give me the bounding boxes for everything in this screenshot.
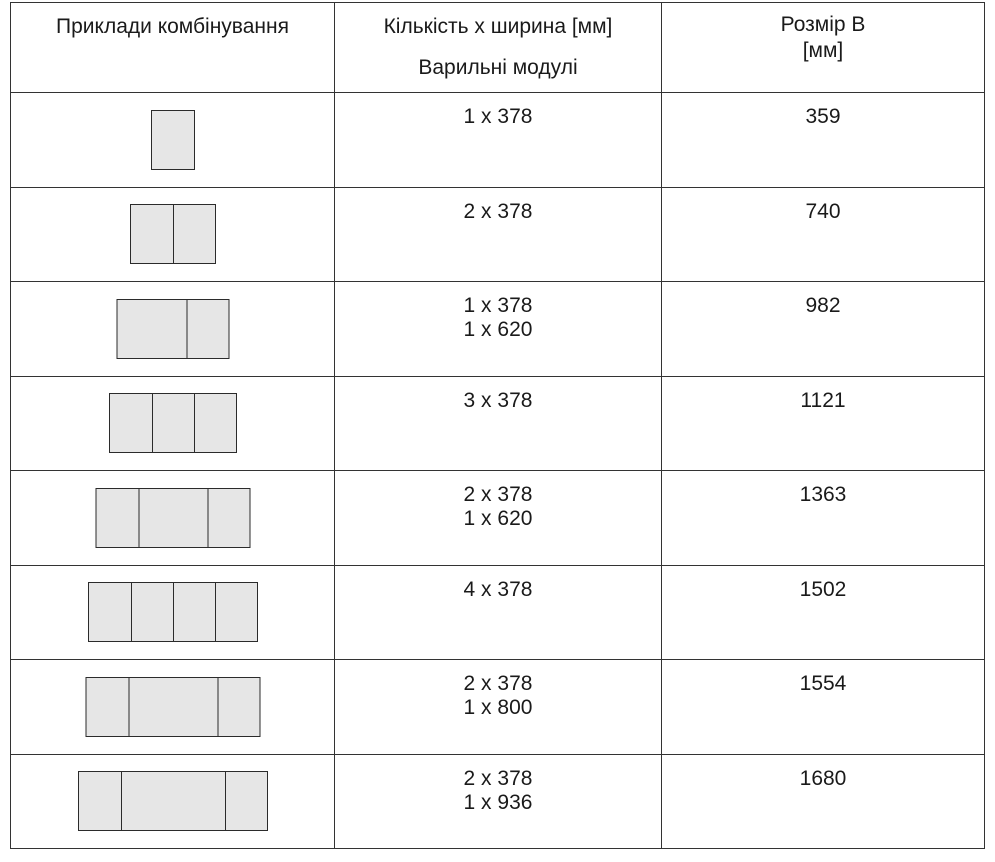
cooking-module-block [109,394,152,453]
combination-diagram-cell [10,92,335,188]
count-width-cell: 2 x 378 1 x 800 [334,659,662,755]
cooking-module-block [214,583,257,642]
table-row: 2 x 378 740 [10,186,985,282]
table-row: 3 x 378 1121 [10,375,985,471]
combination-diagram [116,298,229,359]
count-width-value: 1 x 378 [463,105,533,128]
size-b-cell: 740 [661,186,985,282]
cooking-module-block [138,488,207,547]
cooking-module-block [151,110,194,169]
combination-diagram [108,393,237,454]
cooking-module-block [96,488,138,547]
combination-diagram-cell [10,659,335,755]
count-width-cell: 4 x 378 [334,564,662,660]
size-b-cell: 1363 [661,470,985,566]
cooking-module-block [120,772,225,831]
combination-diagram [85,676,260,737]
cooking-module-block [130,583,173,642]
combination-diagram [150,109,195,170]
count-width-value: 3 x 378 [463,388,533,412]
size-b-cell: 1554 [661,659,985,755]
count-width-cell: 2 x 378 1 x 936 [334,753,662,849]
count-width-value: 4 x 378 [463,577,533,601]
count-width-cell: 1 x 378 [334,92,662,188]
cooking-module-block [151,394,194,453]
cooking-module-block [207,488,249,547]
combination-diagram [129,204,216,265]
header-count-width: Кількість x ширина [мм] Варильні модулі [334,2,662,93]
size-b-value: 1680 [799,766,847,790]
combination-diagram-cell [10,375,335,471]
count-width-value: 1 x 800 [463,696,533,719]
count-width-cell: 2 x 378 [334,186,662,282]
size-b-value: 982 [805,294,841,317]
size-b-value: 1502 [799,577,847,601]
combination-diagram [87,582,258,643]
header-size-b: Розмір B [мм] [661,2,985,93]
count-width-value: 1 x 620 [463,318,533,341]
cooking-module-block [224,772,267,831]
size-b-cell: 982 [661,281,985,377]
count-width-value: 1 x 620 [463,507,533,530]
cooking-module-block [172,205,215,264]
count-width-cell: 2 x 378 1 x 620 [334,470,662,566]
cooking-module-block [128,677,217,736]
combination-diagram-cell [10,186,335,282]
cooking-module-block [172,583,215,642]
table-row: 1 x 378 1 x 620 982 [10,281,985,377]
count-width-value: 2 x 378 [463,766,533,790]
count-width-value: 2 x 378 [463,483,533,506]
combination-diagram-cell [10,753,335,849]
size-b-value: 1554 [799,672,847,695]
table-header-row: Приклади комбінування Кількість x ширина… [10,2,985,93]
cooking-module-block [186,299,228,358]
size-b-value: 1363 [799,483,847,506]
table-row: 2 x 378 1 x 936 1680 [10,753,985,849]
size-b-cell: 1680 [661,753,985,849]
size-b-value: 359 [805,105,841,128]
size-b-value: 740 [805,199,841,223]
cooking-module-block [86,677,128,736]
table-row: 2 x 378 1 x 800 1554 [10,659,985,755]
combination-diagram-cell [10,281,335,377]
combination-table: Приклади комбінування Кількість x ширина… [10,2,985,849]
count-width-value: 2 x 378 [463,672,533,695]
combination-diagram [95,487,250,548]
cooking-module-block [130,205,173,264]
table-row: 1 x 378 359 [10,92,985,188]
size-b-cell: 359 [661,92,985,188]
cooking-module-block [88,583,131,642]
count-width-value: 1 x 936 [463,790,533,814]
cooking-module-block [117,299,186,358]
size-b-cell: 1121 [661,375,985,471]
count-width-cell: 3 x 378 [334,375,662,471]
table-row: 4 x 378 1502 [10,564,985,660]
count-width-cell: 1 x 378 1 x 620 [334,281,662,377]
combination-diagram [77,771,268,832]
count-width-value: 2 x 378 [463,199,533,223]
cooking-module-block [193,394,236,453]
size-b-cell: 1502 [661,564,985,660]
table-row: 2 x 378 1 x 620 1363 [10,470,985,566]
cooking-module-block [217,677,259,736]
count-width-value: 1 x 378 [463,294,533,317]
combination-diagram-cell [10,564,335,660]
combination-diagram-cell [10,470,335,566]
header-combination-examples: Приклади комбінування [10,2,335,93]
size-b-value: 1121 [800,388,846,412]
cooking-module-block [78,772,121,831]
